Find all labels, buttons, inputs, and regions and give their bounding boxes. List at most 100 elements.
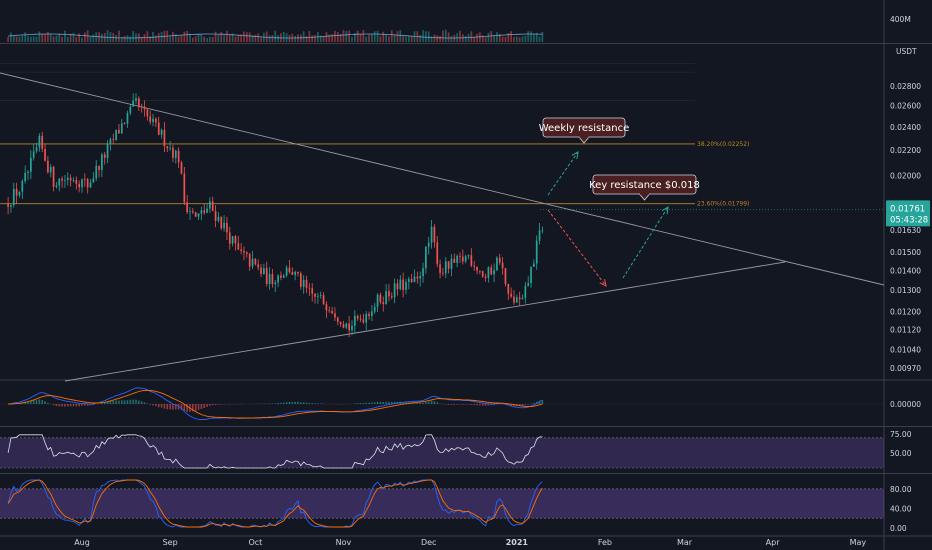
candle-body	[518, 297, 521, 300]
macd-tick-label: 0.00000	[890, 400, 921, 409]
volume-bar	[234, 36, 237, 42]
candle-body	[245, 252, 248, 254]
volume-bar	[15, 36, 18, 42]
volume-bar	[459, 30, 461, 42]
volume-bar	[436, 35, 439, 42]
volume-bar	[379, 36, 382, 42]
macd-histogram-bar	[166, 404, 169, 410]
volume-bar	[439, 35, 441, 42]
fib-retracement-levels[interactable]: 23.60%(0.01799) 38.20%(0.02252)	[0, 62, 749, 208]
volume-bar	[288, 34, 291, 42]
candle-body	[453, 258, 456, 263]
candle-body	[342, 324, 345, 328]
volume-bar	[194, 36, 197, 42]
candle-body	[140, 106, 143, 108]
volume-bar	[228, 33, 231, 42]
macd-histogram-bar	[120, 400, 123, 404]
macd-histogram-bar	[106, 401, 109, 404]
macd-histogram-bar	[456, 404, 458, 405]
volume-bar	[47, 32, 49, 42]
volume-bar	[325, 32, 328, 42]
macd-histogram-bar	[368, 402, 370, 404]
volume-bar	[274, 30, 277, 42]
candle-body	[146, 109, 149, 117]
volume-bar	[12, 35, 15, 42]
volume-bar	[118, 30, 120, 42]
candle-body	[319, 295, 322, 296]
macd-histogram-bar	[390, 402, 393, 404]
volume-bar	[245, 32, 248, 42]
volume-bar	[174, 34, 177, 42]
macd-histogram-bar	[197, 404, 200, 411]
candle-body	[308, 287, 311, 289]
volume-bar	[277, 35, 279, 42]
volume-bar	[447, 32, 450, 42]
candle-body	[234, 236, 237, 244]
candle-body	[189, 211, 191, 213]
trendlines[interactable]	[0, 72, 885, 382]
candle-body	[533, 263, 535, 267]
volume-bar	[223, 35, 225, 42]
macd-histogram-bar	[203, 404, 206, 409]
macd-histogram-bar	[436, 402, 439, 404]
price-tick-label: 0.01300	[890, 286, 921, 295]
macd-histogram-bar	[72, 404, 75, 407]
volume-bar	[32, 36, 35, 42]
candle-body	[442, 272, 444, 274]
macd-histogram-bar	[365, 402, 367, 404]
candle-body	[12, 188, 15, 206]
macd-histogram-bar	[393, 401, 396, 404]
volume-bar	[203, 36, 206, 42]
macd-histogram-bar	[300, 402, 302, 404]
volume-bar	[396, 31, 399, 42]
volume-bar	[419, 34, 422, 42]
volume-bar	[382, 31, 385, 42]
volume-bar	[427, 31, 430, 42]
volume-axis-label: 400M	[890, 15, 911, 24]
volume-bar	[72, 32, 75, 42]
callout-key-resistance[interactable]: Key resistance $0.018	[589, 174, 700, 201]
macd-histogram-bar	[66, 404, 69, 407]
candle-body	[513, 296, 515, 303]
candle-body	[348, 323, 350, 331]
callout-weekly-resistance-text: Weekly resistance	[539, 123, 630, 134]
macd-histogram-bar	[211, 404, 214, 406]
projection-arrows[interactable]	[547, 151, 669, 287]
stoch-d-line	[7, 479, 543, 528]
volume-bar	[425, 31, 427, 42]
macd-histogram-bar	[277, 402, 279, 404]
macd-histogram-bar	[129, 399, 132, 404]
candle-countdown: 05:43:28	[890, 215, 928, 225]
candle-body	[365, 314, 368, 323]
price-candles	[7, 93, 544, 338]
macd-histogram-bar	[52, 404, 55, 406]
candle-body	[280, 275, 282, 278]
volume-bars	[7, 29, 544, 42]
callout-weekly-resistance[interactable]: Weekly resistance	[539, 117, 630, 144]
candle-body	[288, 267, 291, 273]
candle-body	[206, 208, 208, 213]
volume-bar	[410, 36, 413, 42]
macd-histogram-bar	[268, 403, 271, 404]
price-tick-label: 0.00970	[890, 364, 921, 373]
volume-bar	[422, 30, 424, 42]
up-arrow-breakout	[622, 206, 669, 279]
callouts[interactable]: Weekly resistance Key resistance $0.018	[539, 117, 700, 201]
volume-bar	[29, 36, 32, 42]
candle-body	[299, 273, 302, 287]
candle-body	[379, 294, 382, 303]
macd-histogram-bar	[481, 404, 484, 406]
macd-histogram-bar	[450, 404, 453, 405]
macd-histogram-bar	[58, 404, 61, 407]
volume-bar	[322, 35, 325, 42]
candle-body	[274, 282, 277, 285]
volume-bar	[442, 30, 444, 42]
candle-body	[530, 266, 532, 284]
volume-bar	[101, 33, 103, 42]
volume-bar	[18, 36, 21, 42]
macd-histogram-bar	[419, 402, 421, 404]
candle-body	[243, 250, 245, 253]
macd-signal-line	[8, 389, 543, 419]
volume-bar	[407, 35, 410, 42]
